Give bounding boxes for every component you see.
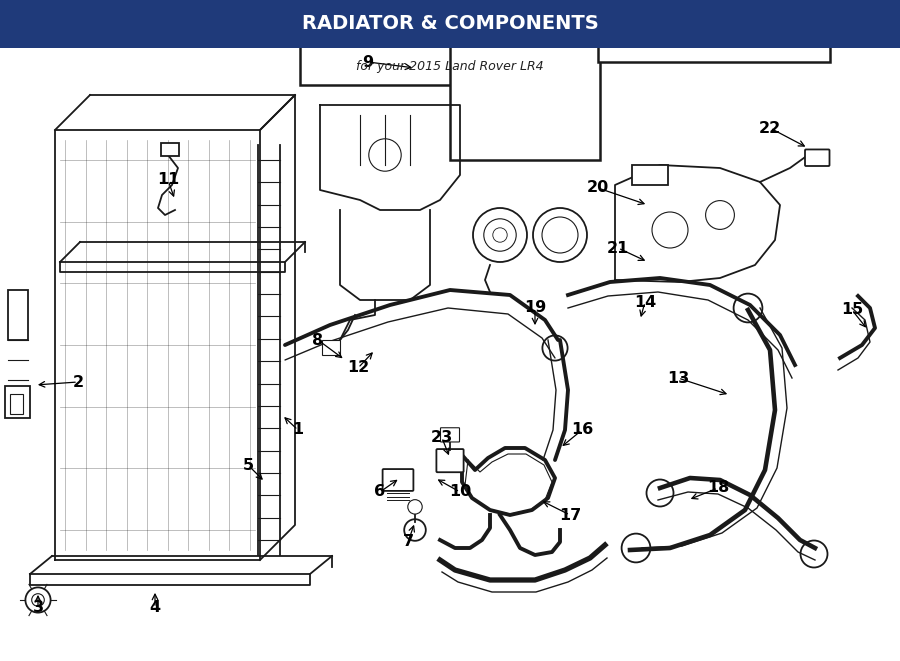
Bar [450,15,600,160]
Circle shape [398,19,437,58]
Bar [11,394,23,414]
Text: 9: 9 [363,54,374,69]
Bar [322,340,340,355]
Text: 8: 8 [312,332,324,348]
Text: 16: 16 [571,422,593,438]
Text: 1: 1 [292,422,303,438]
Bar [598,0,830,62]
Text: 4: 4 [149,600,160,615]
Text: 10: 10 [449,485,471,500]
Circle shape [408,500,422,514]
Bar [8,290,28,340]
Text: for your 2015 Land Rover LR4: for your 2015 Land Rover LR4 [356,59,544,73]
Text: 2: 2 [72,375,84,389]
Bar [300,0,490,85]
FancyBboxPatch shape [382,469,413,491]
Text: 5: 5 [242,457,254,473]
Text: 23: 23 [431,430,453,446]
Text: 3: 3 [32,600,43,615]
Text: 17: 17 [559,508,581,522]
Circle shape [25,588,50,613]
Text: 6: 6 [374,485,385,500]
Text: 20: 20 [587,180,609,196]
Bar [0,0,900,48]
Bar [161,143,179,156]
Text: 14: 14 [634,295,656,309]
Text: RADIATOR & COMPONENTS: RADIATOR & COMPONENTS [302,15,598,33]
FancyBboxPatch shape [440,428,460,442]
FancyBboxPatch shape [436,449,464,472]
Text: 12: 12 [346,360,369,375]
Text: 22: 22 [759,120,781,136]
Text: 13: 13 [667,371,689,385]
Text: 21: 21 [607,241,629,256]
Text: 7: 7 [402,535,414,549]
Circle shape [404,519,426,541]
Text: 15: 15 [841,303,863,317]
Text: 18: 18 [706,481,729,496]
Text: 11: 11 [157,173,179,188]
Bar [632,165,668,185]
FancyBboxPatch shape [805,149,830,166]
Text: 19: 19 [524,301,546,315]
Bar [5,386,31,418]
